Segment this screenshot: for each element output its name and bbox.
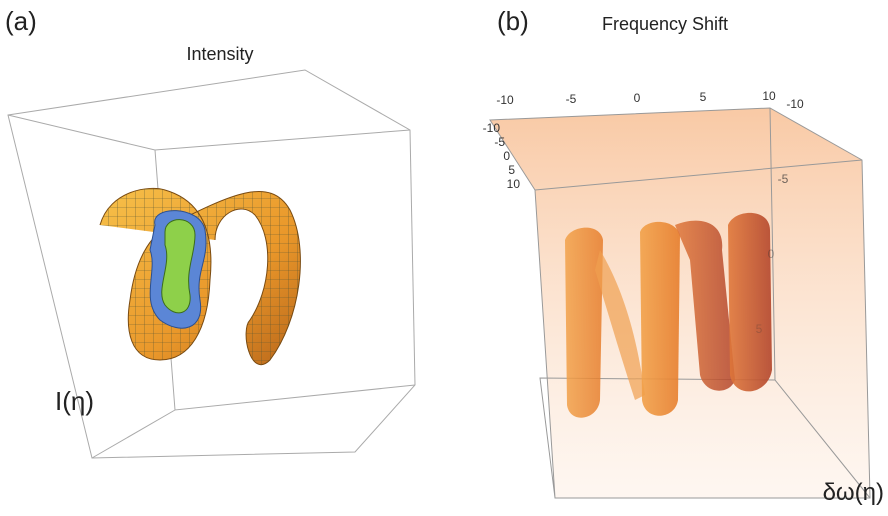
surface-a [100, 188, 300, 364]
tick-label: 5 [700, 90, 707, 104]
panel-label: (b) [497, 6, 529, 36]
tick-label: 10 [507, 177, 521, 191]
figure: (a) Intensity I(η) (b) Frequency Shift δ… [0, 0, 888, 516]
panel-title: Intensity [186, 44, 253, 64]
tick-label: 0 [503, 149, 510, 163]
panel-b [490, 108, 870, 498]
coil [728, 213, 772, 392]
coil [640, 222, 680, 416]
tick-label: -5 [778, 172, 789, 186]
tick-label: -10 [786, 97, 804, 111]
tick-label: -5 [566, 92, 577, 106]
inner-surface [162, 220, 195, 313]
tick-label: -10 [496, 93, 514, 107]
panel-label: (a) [5, 6, 37, 36]
axis-label: I(η) [55, 386, 94, 416]
tick-label: -5 [494, 135, 505, 149]
tick-label: 5 [508, 163, 515, 177]
tick-label: 10 [762, 89, 776, 103]
coils [565, 213, 772, 418]
volume [490, 108, 870, 498]
axis-label: δω(η) [823, 479, 884, 506]
tick-label: 5 [756, 322, 763, 336]
panel-title: Frequency Shift [602, 14, 728, 34]
coil [565, 228, 603, 418]
tick-label: 0 [634, 91, 641, 105]
tick-label: -10 [483, 121, 501, 135]
tick-label: 0 [768, 247, 775, 261]
